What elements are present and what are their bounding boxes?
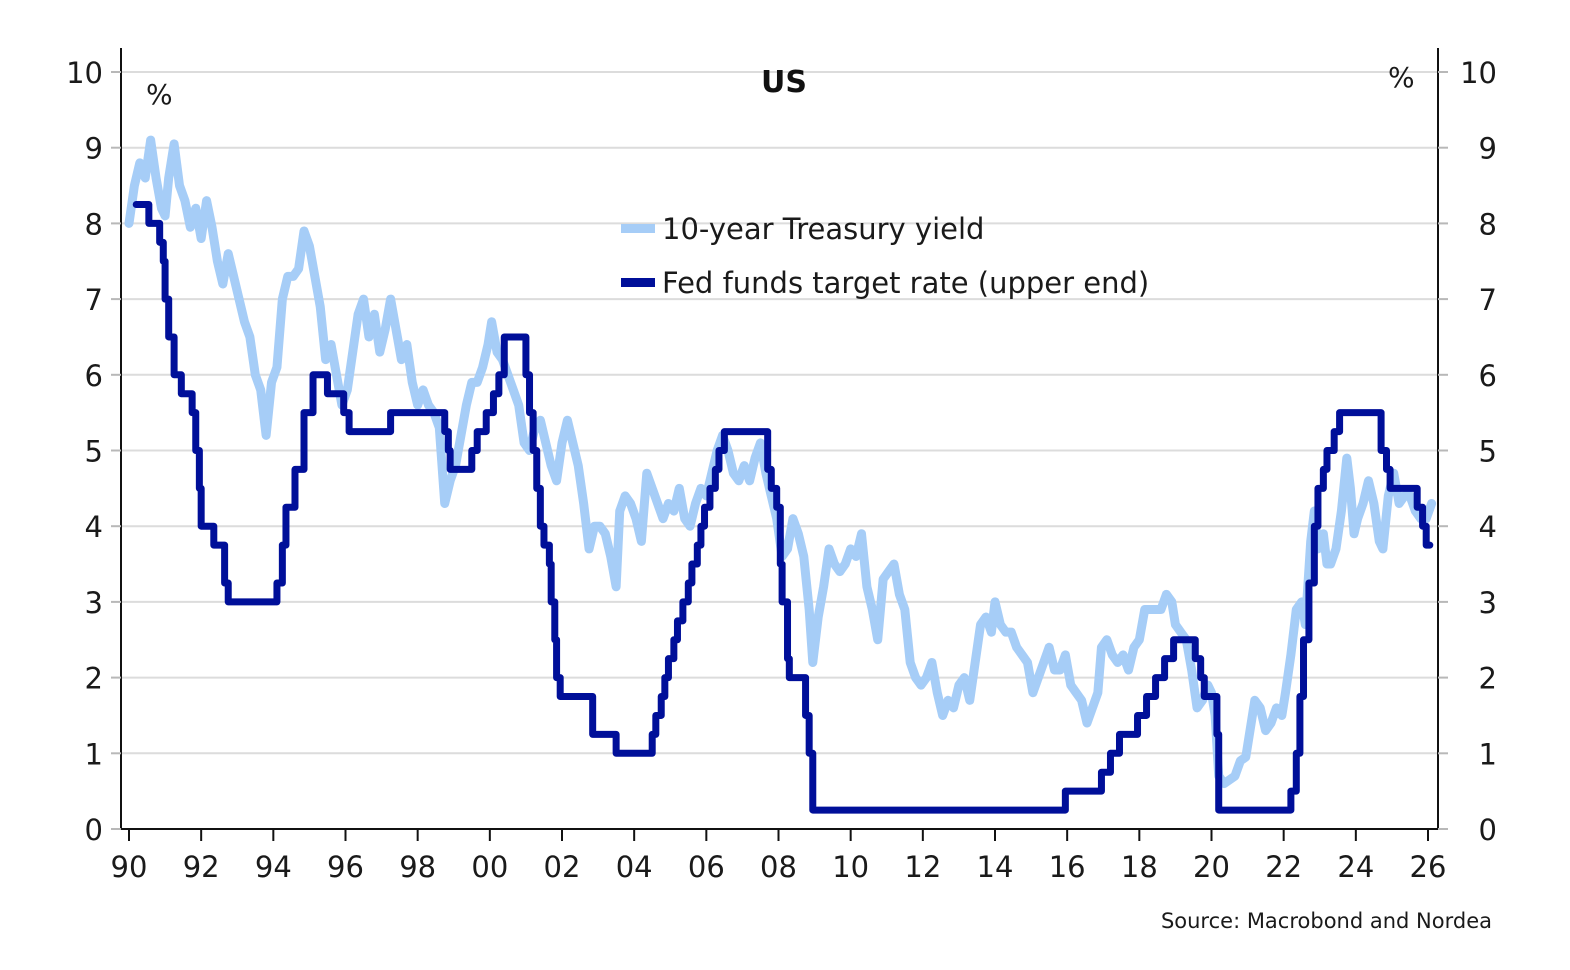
legend-swatch-fedfunds <box>621 278 655 287</box>
x-tick-label: 90 <box>111 850 148 884</box>
x-tick-label: 92 <box>183 850 220 884</box>
legend-swatch-treasury <box>621 224 655 233</box>
gridlines <box>121 71 1438 755</box>
y-tick-label-right: 8 <box>1479 207 1497 241</box>
series-layer <box>124 135 1437 814</box>
x-tick-label: 22 <box>1265 850 1302 884</box>
x-tick-label: 26 <box>1410 850 1447 884</box>
x-tick-label: 96 <box>327 850 364 884</box>
chart-title: US <box>761 65 807 100</box>
x-tick-label: 98 <box>399 850 436 884</box>
x-tick-label: 14 <box>977 850 1014 884</box>
y-tick-label-right: 9 <box>1479 132 1497 166</box>
y-tick-label-left: 7 <box>85 283 103 317</box>
axes <box>120 48 1439 830</box>
y-axis-right-ticks: 0 1 2 3 4 5 6 7 8 9 10 <box>1438 56 1497 847</box>
y-tick-label-left: 5 <box>85 435 103 469</box>
y-tick-label-right: 5 <box>1479 435 1497 469</box>
x-tick-label: 12 <box>904 850 941 884</box>
x-tick-label: 08 <box>760 850 797 884</box>
x-tick-label: 24 <box>1337 850 1374 884</box>
x-tick-label: 10 <box>832 850 869 884</box>
x-tick-label: 94 <box>255 850 292 884</box>
x-tick-label: 00 <box>471 850 508 884</box>
y-axis-left-unit: % <box>146 78 173 111</box>
y-tick-label-right: 7 <box>1479 283 1497 317</box>
y-tick-label-left: 4 <box>85 510 103 544</box>
x-tick-label: 02 <box>544 850 581 884</box>
series-line-treasury-yield <box>124 135 1437 789</box>
y-tick-label-left: 1 <box>85 737 103 771</box>
x-tick-label: 16 <box>1049 850 1086 884</box>
x-tick-label: 18 <box>1121 850 1158 884</box>
series-line-fed-funds-rate <box>132 200 1434 814</box>
legend: 10-year Treasury yield Fed funds target … <box>621 212 1149 300</box>
y-tick-label-right: 6 <box>1479 359 1497 393</box>
x-axis-ticks: 90 92 94 96 98 00 02 04 06 08 10 12 14 16 18 20 22 24 26 <box>111 829 1447 884</box>
y-axis-left-ticks: 0 1 2 3 4 5 6 7 8 9 10 <box>66 56 121 847</box>
y-tick-label-left: 9 <box>85 132 103 166</box>
y-tick-label-left: 6 <box>85 359 103 393</box>
y-tick-label-left: 8 <box>85 207 103 241</box>
y-tick-label-left: 2 <box>85 662 103 696</box>
y-tick-label-right: 1 <box>1479 737 1497 771</box>
y-tick-label-left: 3 <box>85 586 103 620</box>
source-note: Source: Macrobond and Nordea <box>1161 909 1492 933</box>
x-tick-label: 20 <box>1193 850 1230 884</box>
y-tick-label-right: 4 <box>1479 510 1497 544</box>
y-tick-label-left: 10 <box>66 56 103 90</box>
y-tick-label-right: 0 <box>1479 813 1497 847</box>
legend-label-treasury: 10-year Treasury yield <box>662 212 984 246</box>
x-tick-label: 04 <box>616 850 653 884</box>
y-tick-label-left: 0 <box>85 813 103 847</box>
y-axis-right-unit: % <box>1388 61 1415 94</box>
legend-label-fedfunds: Fed funds target rate (upper end) <box>662 266 1149 300</box>
y-tick-label-right: 10 <box>1460 56 1497 90</box>
y-tick-label-right: 2 <box>1479 662 1497 696</box>
y-tick-label-right: 3 <box>1479 586 1497 620</box>
x-tick-label: 06 <box>688 850 725 884</box>
